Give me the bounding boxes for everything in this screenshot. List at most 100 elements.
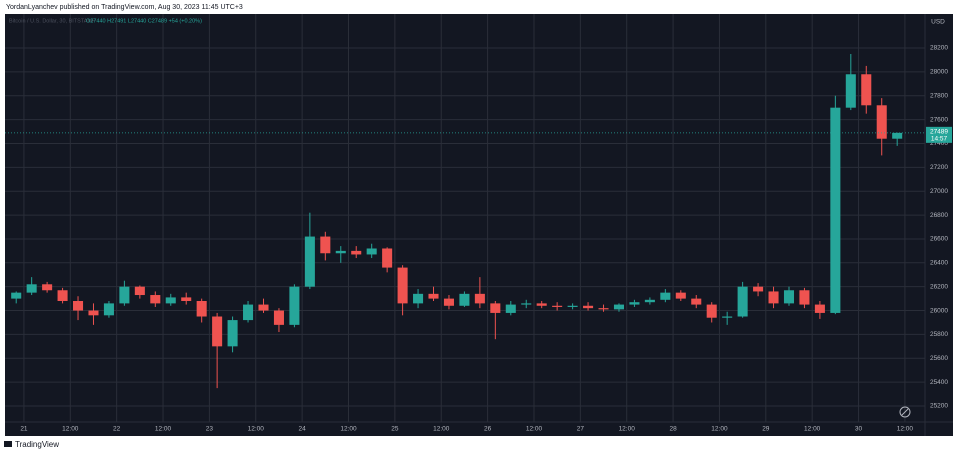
candle-body (227, 320, 238, 347)
candle-body (289, 286, 300, 325)
time-axis-background (5, 422, 925, 436)
candle-body (598, 308, 609, 310)
y-tick-label: 26600 (930, 236, 948, 243)
currency-label: USD (931, 19, 945, 26)
candle-body (552, 305, 563, 307)
y-tick-label: 27200 (930, 164, 948, 171)
candle-body (428, 293, 439, 299)
candle-body (536, 303, 547, 306)
x-tick-label: 12:00 (711, 426, 728, 433)
candle-body (629, 302, 640, 305)
y-tick-label: 25800 (930, 331, 948, 338)
x-tick-label: 12:00 (433, 426, 450, 433)
candle-body (150, 295, 161, 304)
candle-body (413, 293, 424, 304)
y-tick-label: 25200 (930, 403, 948, 410)
plot-background (5, 14, 925, 422)
candle-body (88, 310, 99, 316)
candle-body (212, 316, 223, 347)
y-tick-label: 28000 (930, 69, 948, 76)
candle-body (644, 299, 655, 303)
y-tick-label: 26000 (930, 307, 948, 314)
candle-body (103, 303, 114, 316)
candle-body (382, 248, 393, 268)
candle-body (660, 292, 671, 300)
countdown-label: 14:57 (931, 136, 948, 143)
candle-body (490, 303, 501, 313)
candle-body (73, 300, 84, 311)
candle-body (351, 250, 362, 255)
y-tick-label: 27400 (930, 140, 948, 147)
y-tick-label: 25400 (930, 379, 948, 386)
footer-brand: TradingView (15, 440, 59, 449)
candle-body (567, 305, 578, 307)
candle-body (613, 304, 625, 310)
y-tick-label: 28200 (930, 45, 948, 52)
x-tick-label: 22 (113, 426, 121, 433)
candle-body (675, 292, 686, 299)
candle-body (505, 304, 516, 313)
candle-body (26, 284, 37, 293)
candle-body (243, 304, 254, 321)
candle-body (722, 316, 733, 318)
candle-body (397, 267, 408, 304)
x-tick-label: 21 (20, 426, 28, 433)
symbol-label: Bitcoin / U.S. Dollar, 30, BITSTAMP (9, 18, 96, 24)
x-tick-label: 12:00 (248, 426, 265, 433)
candle-body (845, 74, 856, 108)
ohlc-summary: O27440 H27491 L27440 C27489 +54 (+0.20%) (86, 18, 202, 24)
grid (5, 14, 925, 422)
candle-body (737, 286, 748, 317)
candle-body (876, 105, 887, 139)
candle-body (165, 297, 176, 304)
y-tick-label: 26200 (930, 283, 948, 290)
y-tick-label: 26800 (930, 212, 948, 219)
price-axis-background (925, 14, 953, 436)
x-tick-label: 26 (484, 426, 492, 433)
x-tick-label: 12:00 (155, 426, 172, 433)
x-tick-label: 23 (206, 426, 214, 433)
candle-body (799, 290, 810, 305)
candle-body (196, 300, 207, 317)
candle-body (583, 305, 594, 309)
labels: Bitcoin / U.S. Dollar, 30, BITSTAMP O274… (9, 18, 952, 433)
candle-body (706, 304, 717, 318)
candle-body (57, 290, 68, 301)
candle-body (11, 292, 22, 299)
candle-body (320, 236, 331, 254)
x-tick-label: 12:00 (62, 426, 79, 433)
x-tick-label: 12:00 (340, 426, 357, 433)
candle-body (474, 293, 485, 304)
candle-body (134, 286, 145, 296)
candle-body (783, 290, 795, 304)
footer-logo (4, 441, 12, 447)
x-tick-label: 24 (299, 426, 307, 433)
candle-body (181, 297, 192, 301)
x-tick-label: 29 (762, 426, 770, 433)
candle-body (304, 236, 315, 287)
candle-body (753, 286, 764, 292)
y-tick-label: 27800 (930, 92, 948, 99)
x-tick-label: 12:00 (526, 426, 543, 433)
y-tick-label: 27600 (930, 116, 948, 123)
x-tick-label: 25 (391, 426, 399, 433)
candle-body (768, 291, 779, 304)
candle-body (119, 286, 130, 304)
candle-body (691, 298, 702, 305)
candle-body (258, 304, 269, 311)
reset-icon[interactable] (899, 406, 911, 418)
candle-body (892, 132, 903, 139)
candle-body (814, 304, 825, 313)
x-tick-label: 12:00 (619, 426, 636, 433)
x-tick-label: 12:00 (804, 426, 821, 433)
candle-body (443, 298, 454, 306)
candle-body (42, 284, 53, 291)
last-price-badge (926, 126, 952, 143)
publish-header: YordanLyanchev published on TradingView.… (6, 4, 243, 11)
candle-body (830, 107, 841, 313)
candle-body (335, 250, 346, 254)
candle-body (861, 74, 872, 106)
candles (5, 53, 925, 389)
x-tick-label: 28 (669, 426, 677, 433)
